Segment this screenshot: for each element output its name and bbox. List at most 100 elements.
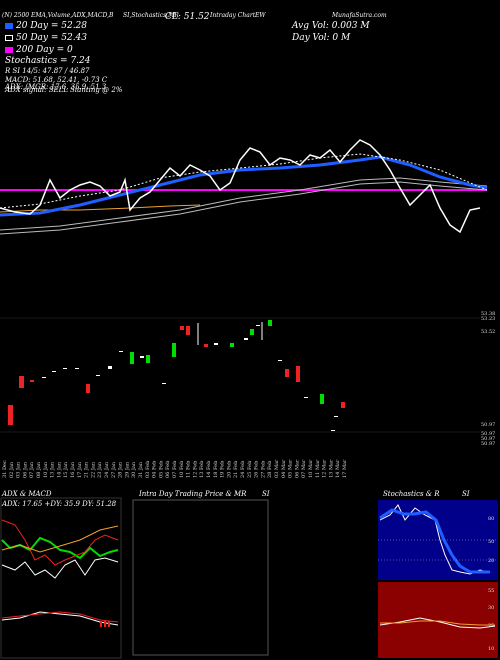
intraday-panel-si: SI	[262, 490, 270, 498]
price-label: 53.23	[481, 316, 495, 322]
date-label: 16 Jan	[70, 461, 76, 478]
legend-ema200: 200 Day = 0	[5, 45, 73, 55]
date-label: 14 Feb	[206, 461, 212, 478]
rsi-panel	[378, 582, 498, 658]
date-label: 04 Feb	[152, 461, 158, 478]
date-label: 13 Jan	[50, 461, 56, 478]
adx-plus-di	[1, 536, 119, 560]
date-label: 13 Mar	[328, 459, 334, 478]
date-label: 22 Jan	[90, 461, 96, 478]
price-label: 53.38	[481, 311, 495, 317]
ema20-swatch	[5, 22, 13, 29]
macd-histogram	[100, 621, 110, 627]
rsi-label: 10	[488, 646, 494, 652]
date-label: 31 Jan	[138, 461, 144, 478]
rsi-line	[379, 617, 496, 629]
candle	[146, 355, 150, 363]
date-label: 12 Feb	[192, 461, 198, 478]
candle	[172, 343, 176, 357]
price-label: 50.97	[481, 431, 495, 437]
adx-line	[1, 525, 119, 553]
price-scale: 53.38 53.23 53.52 50.97 50.97 50.97 50.9…	[481, 311, 495, 447]
avg-volume: Avg Vol: 0.003 M	[292, 21, 370, 31]
date-label: 15 Jan	[63, 461, 69, 478]
date-axis: 31 Dec 02 Jan 03 Jan 06 Jan 07 Jan 08 Jan 10 J…	[2, 459, 348, 478]
legend-ema20: 20 Day = 52.28	[5, 21, 87, 31]
date-label: 07 Mar	[301, 459, 307, 478]
rsi-label: 55	[488, 588, 494, 594]
rsi-avg	[380, 620, 495, 626]
candle	[52, 371, 56, 372]
date-label: 10 Feb	[179, 461, 185, 478]
candle	[140, 356, 144, 358]
date-label: 23 Jan	[97, 461, 103, 478]
candles	[8, 320, 345, 431]
date-label: 07 Feb	[172, 461, 178, 478]
candle	[63, 368, 67, 369]
date-label: 21 Feb	[233, 461, 239, 478]
header-stochastics: SI,Stochastics,MR	[123, 12, 179, 19]
close-price: CL: 51.52	[165, 12, 210, 22]
date-label: 13 Feb	[199, 461, 205, 478]
stoch-k	[379, 504, 491, 575]
date-label: 02 Jan	[9, 461, 15, 478]
candle	[341, 402, 345, 408]
price-label: 50.97	[481, 436, 495, 442]
candle	[331, 430, 335, 431]
candle	[8, 405, 13, 425]
date-label: 18 Feb	[213, 461, 219, 478]
adx-panel-title: ADX & MACD	[2, 490, 52, 498]
candle	[119, 351, 123, 352]
date-label: 28 Feb	[267, 461, 273, 478]
date-label: 10 Jan	[43, 461, 49, 478]
date-label: 11 Feb	[186, 461, 192, 478]
candle	[75, 368, 79, 369]
date-label: 08 Jan	[36, 461, 42, 478]
date-label: 06 Mar	[294, 459, 300, 478]
candle	[256, 325, 260, 326]
candle	[278, 360, 282, 361]
ema200-swatch	[5, 46, 13, 53]
date-label: 24 Jan	[104, 461, 110, 478]
intraday-panel-title: Intra Day Trading Price & MR	[139, 490, 247, 498]
date-label: 28 Jan	[118, 461, 124, 478]
candle	[180, 326, 184, 330]
date-label: 20 Feb	[226, 461, 232, 478]
intraday-panel	[132, 499, 269, 656]
ema20-line	[0, 155, 488, 217]
candle	[285, 369, 289, 377]
date-label: 27 Jan	[111, 461, 117, 478]
candle	[244, 338, 248, 340]
candle	[250, 329, 254, 335]
date-label: 03 Feb	[145, 461, 151, 478]
date-label: 06 Feb	[165, 461, 171, 478]
header-brand: MunafaSutra.com	[332, 12, 387, 19]
ema-dotted	[0, 153, 488, 209]
macd-readout: MACD: 51.68, 52.41, -0.73 C	[5, 76, 108, 84]
adx-panel-readout: ADX: 17.65 +DY: 35.9 DY: 51.28	[2, 500, 117, 508]
date-label: 17 Jan	[77, 461, 83, 478]
date-label: 06 Jan	[22, 461, 28, 478]
stoch-panel-title: Stochastics & R	[383, 490, 440, 498]
date-label: 14 Mar	[335, 459, 341, 478]
adx-white	[1, 557, 119, 579]
date-label: 26 Feb	[254, 461, 260, 478]
candle	[96, 375, 100, 376]
header-studies: (N) 2500 EMA,Volume,ADX,MACD,B	[2, 12, 114, 19]
header-ticker: EW	[255, 12, 266, 19]
day-volume: Day Vol: 0 M	[292, 33, 351, 43]
candle	[304, 397, 308, 398]
ema50-band-1	[0, 177, 488, 231]
date-label: 10 Mar	[308, 459, 314, 478]
date-label: 11 Mar	[315, 459, 321, 478]
ema50-band-2	[0, 181, 488, 235]
date-label: 07 Jan	[29, 461, 35, 478]
ema50-swatch	[5, 34, 13, 41]
date-label: 14 Jan	[56, 461, 62, 478]
date-label: 03 Mar	[274, 459, 280, 478]
stoch-label: 20	[488, 558, 494, 564]
date-label: 24 Feb	[240, 461, 246, 478]
candle	[186, 326, 190, 335]
adx-signal: ADX signal: SELL Slanting @ 2%	[5, 86, 123, 94]
